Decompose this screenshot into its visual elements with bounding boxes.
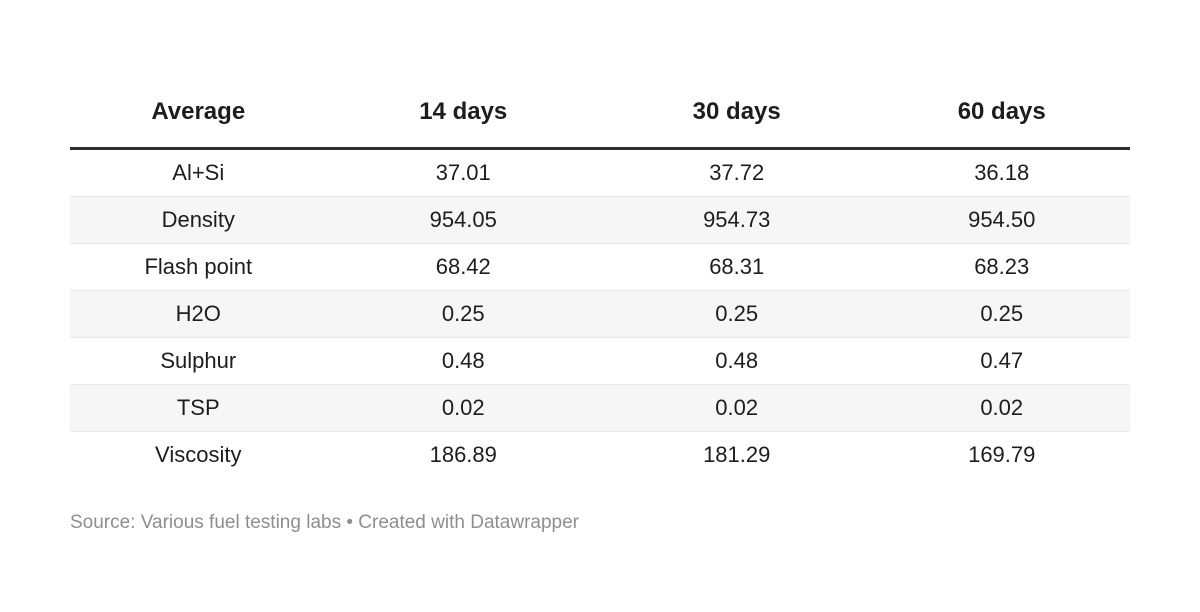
cell-value: 0.25 (599, 290, 874, 338)
row-label: Density (70, 196, 327, 244)
row-label: Sulphur (70, 337, 327, 385)
table-row-tsp: TSP 0.02 0.02 0.02 (70, 384, 1130, 432)
table-body: Al+Si 37.01 37.72 36.18 Density 954.05 9… (70, 148, 1130, 478)
cell-value: 954.50 (873, 196, 1130, 244)
cell-value: 0.25 (873, 290, 1130, 338)
cell-value: 0.48 (326, 337, 600, 385)
cell-value: 954.05 (326, 196, 600, 244)
row-label: Al+Si (70, 148, 327, 197)
column-header-average: Average (70, 92, 327, 150)
cell-value: 181.29 (703, 441, 771, 467)
cell-value: 186.89 (429, 441, 497, 467)
cell-value: 37.72 (599, 148, 874, 197)
cell-value: 0.02 (326, 384, 600, 432)
table-row-density: Density 954.05 954.73 954.50 (70, 196, 1130, 244)
cell-value: 0.47 (873, 337, 1130, 385)
table-header: Average 14 days 30 days 60 days (70, 92, 1130, 150)
table-row-h2o: H2O 0.25 0.25 0.25 (70, 290, 1130, 338)
row-label: Viscosity (155, 441, 242, 467)
header-row: Average 14 days 30 days 60 days (70, 92, 1130, 150)
cell-value: 169.79 (968, 441, 1036, 467)
source-attribution: Source: Various fuel testing labs • Crea… (70, 511, 580, 533)
table-row-viscosity: Viscosity 186.89 181.29 169.79 (70, 431, 1130, 478)
table-container: Average 14 days 30 days 60 days Al+Si 37… (70, 92, 1130, 535)
column-header-60-days: 60 days (873, 92, 1130, 150)
row-label: TSP (70, 384, 327, 432)
table-row-al-si: Al+Si 37.01 37.72 36.18 (70, 148, 1130, 197)
data-table: Average 14 days 30 days 60 days Al+Si 37… (70, 92, 1130, 478)
table-row-sulphur: Sulphur 0.48 0.48 0.47 (70, 337, 1130, 385)
cell-value: 36.18 (873, 148, 1130, 197)
cell-value: 954.73 (599, 196, 874, 244)
table-row-flash-point: Flash point 68.42 68.31 68.23 (70, 243, 1130, 291)
row-label: H2O (70, 290, 327, 338)
cell-value: 68.31 (599, 243, 874, 291)
cell-value: 68.42 (326, 243, 600, 291)
cell-value: 68.23 (873, 243, 1130, 291)
column-header-14-days: 14 days (326, 92, 600, 150)
cell-value: 0.48 (599, 337, 874, 385)
row-label: Flash point (70, 243, 327, 291)
cell-value: 0.02 (873, 384, 1130, 432)
cell-value: 0.25 (326, 290, 600, 338)
cell-value: 37.01 (326, 148, 600, 197)
cell-value: 0.02 (599, 384, 874, 432)
column-header-30-days: 30 days (599, 92, 874, 150)
